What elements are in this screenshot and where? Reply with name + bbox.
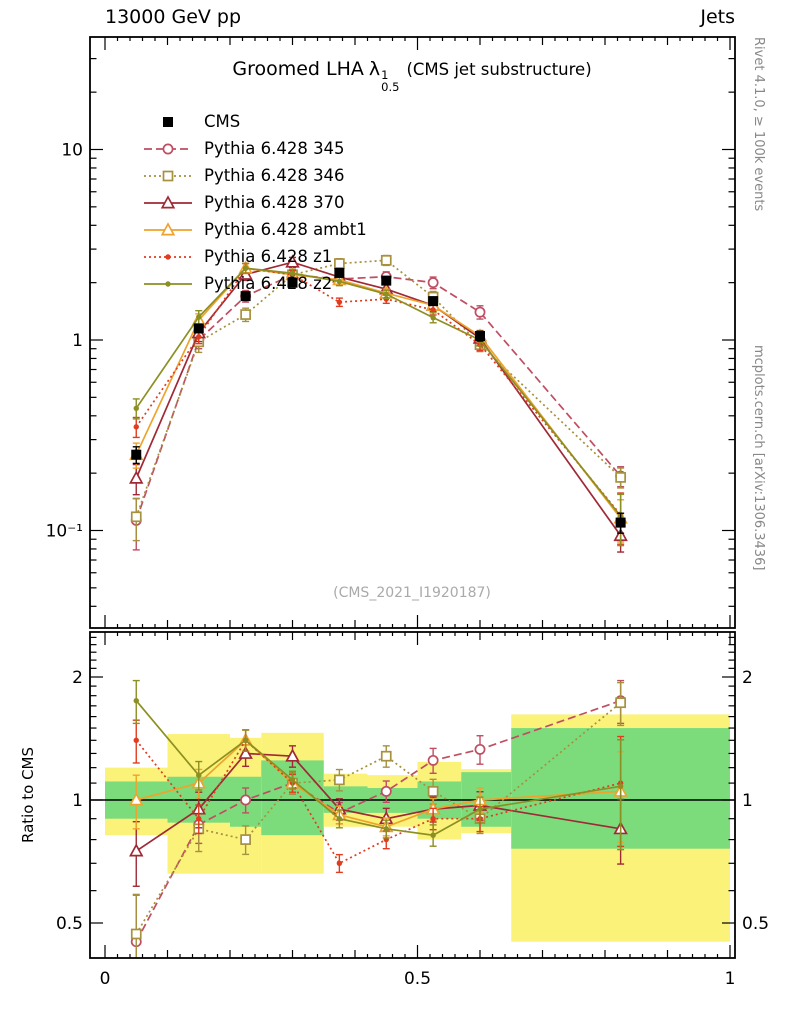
tick-label: 0 (100, 969, 111, 989)
ambt1-legend-marker-icon (144, 221, 192, 235)
mcplots-caption: mcplots.cern.ch [arXiv:1306.3436] (751, 345, 766, 571)
z2-legend-marker-icon (144, 280, 192, 287)
legend-item-ambt1: Pythia 6.428 ambt1 (142, 216, 367, 243)
beam-info: 13000 GeV pp (105, 6, 242, 28)
series-z2 (132, 679, 625, 851)
plot-title: Groomed LHA λ 1 0.5 (CMS jet substructure) (232, 58, 591, 93)
series-ambt1 (129, 260, 628, 543)
legend-item-p345: Pythia 6.428 345 (142, 135, 367, 162)
cms-legend-marker-icon (163, 116, 173, 127)
legend-label: CMS (204, 112, 241, 131)
z1-legend-marker-icon (144, 253, 192, 260)
series-z2 (132, 262, 625, 547)
legend: CMS Pythia 6.428 345 Pythia 6.428 346 Pythi… (142, 108, 367, 297)
tick-label: 2 (742, 668, 753, 688)
lambda-indices: 1 0.5 (381, 69, 399, 93)
series-cms (131, 267, 626, 534)
legend-item-z2: Pythia 6.428 z2 (142, 270, 367, 297)
legend-label: Pythia 6.428 346 (204, 166, 345, 185)
legend-label: Pythia 6.428 345 (204, 139, 345, 158)
tick-label: 1 (72, 331, 83, 351)
tick-label: 1 (725, 969, 736, 989)
legend-item-z1: Pythia 6.428 z1 (142, 243, 367, 270)
legend-label: Pythia 6.428 z1 (204, 247, 333, 266)
legend-label: Pythia 6.428 ambt1 (204, 220, 367, 239)
watermark: (CMS_2021_I1920187) (333, 585, 491, 601)
p346-legend-marker-icon (144, 170, 192, 181)
tick-label: 10⁻¹ (46, 522, 83, 542)
panel-frame (89, 631, 736, 959)
lambda-symbol: λ (368, 58, 381, 80)
legend-label: Pythia 6.428 370 (204, 193, 345, 212)
lambda-superscript: 1 (381, 68, 389, 82)
panel-frame (89, 36, 736, 629)
title-suffix: (CMS jet substructure) (406, 60, 592, 79)
legend-item-p346: Pythia 6.428 346 (142, 162, 367, 189)
tick-label: 0.5 (742, 914, 769, 934)
p370-legend-marker-icon (144, 194, 192, 208)
series-p370 (129, 254, 628, 553)
rivet-version-caption: Rivet 4.1.0, ≥ 100k events (751, 37, 766, 212)
tick-label: 10 (61, 141, 83, 161)
p345-legend-marker-icon (144, 143, 192, 154)
tick-label: 0.5 (56, 914, 83, 934)
analysis-group: Jets (700, 6, 735, 28)
series-z1 (132, 262, 625, 545)
legend-label: Pythia 6.428 z2 (204, 274, 333, 293)
legend-item-p370: Pythia 6.428 370 (142, 189, 367, 216)
lambda-subscript: 0.5 (381, 80, 400, 95)
ratio-axis-title: Ratio to CMS (19, 746, 37, 844)
title-text: Groomed LHA (232, 58, 364, 80)
tick-label: 1 (742, 791, 753, 811)
tick-label: 0.5 (404, 969, 431, 989)
legend-item-cms: CMS (142, 108, 367, 135)
series-p346 (130, 254, 626, 542)
tick-label: 2 (72, 668, 83, 688)
tick-label: 1 (72, 791, 83, 811)
